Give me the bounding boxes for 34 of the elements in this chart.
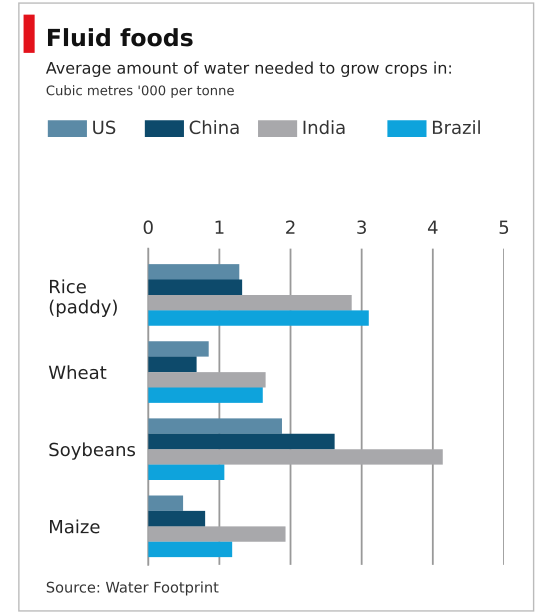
x-tick-label: 2 (286, 220, 294, 234)
legend-label: India (304, 120, 345, 134)
chart-subtitle: Average amount of water needed to grow crops in: (46, 62, 451, 77)
bar (148, 418, 282, 434)
bar (148, 280, 242, 295)
legend-label: US (93, 120, 116, 134)
x-tick-label: 5 (500, 220, 508, 234)
legend-label: China (190, 120, 239, 134)
x-tick-label: 3 (357, 220, 366, 234)
y-tick-label: Wheat (48, 365, 106, 380)
bar (148, 449, 443, 465)
y-tick-label: Maize (50, 519, 100, 534)
bar (148, 341, 209, 357)
x-tick-label: 0 (144, 220, 153, 234)
chart-title: Fluid foods (48, 28, 193, 46)
bar (148, 542, 232, 558)
bar (148, 356, 197, 372)
bar (148, 510, 206, 526)
bar (148, 310, 369, 326)
bar (148, 294, 352, 310)
x-tick-label: 4 (428, 220, 438, 234)
y-tick-label: Rice (paddy) (50, 279, 117, 318)
source-note: Source: Water Footprint (46, 581, 219, 596)
bar (148, 264, 240, 280)
bar (148, 387, 263, 403)
bar (148, 372, 266, 388)
text: Cubic metres '000 per tonne (46, 85, 234, 98)
x-tick-label: 1 (216, 220, 224, 234)
bar (148, 464, 224, 480)
bar (148, 434, 335, 450)
legend-label: Brazil (432, 120, 480, 134)
bar (148, 526, 286, 542)
y-tick-label: Soybeans (49, 442, 136, 460)
bar (148, 495, 184, 511)
